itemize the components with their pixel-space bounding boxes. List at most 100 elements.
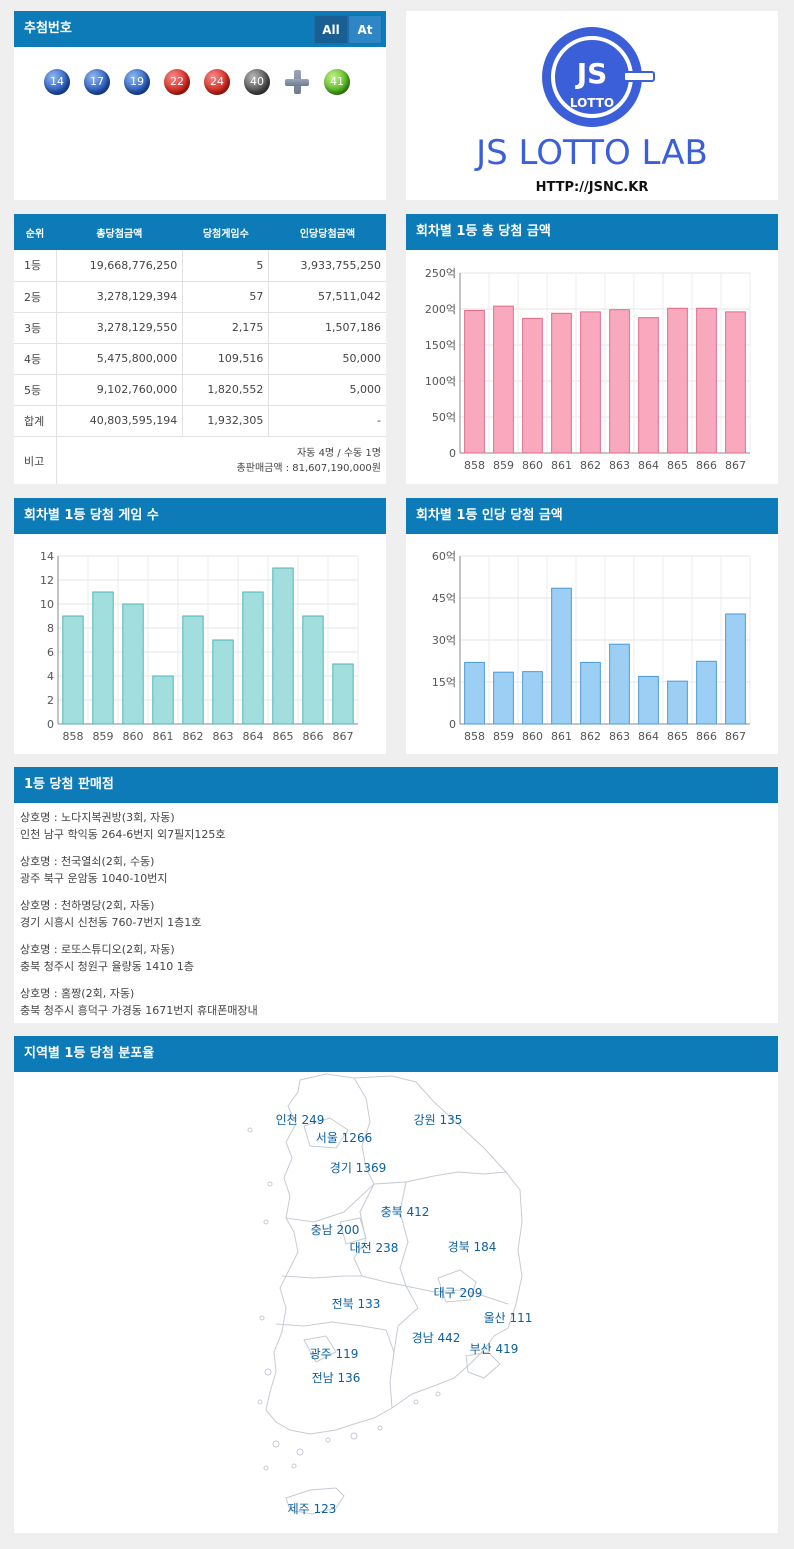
all-button[interactable]: All <box>314 15 348 44</box>
bar-859[interactable] <box>493 305 514 454</box>
store-item: 상호명 : 천국열쇠(2회, 수동) 광주 북구 운암동 1040-10번지 <box>20 853 772 887</box>
per-winner-chart-title: 회차별 1등 인당 당첨 금액 <box>406 498 778 534</box>
bar-859[interactable] <box>92 591 114 725</box>
x-tick-label: 864 <box>638 730 659 743</box>
x-tick-label: 867 <box>725 730 746 743</box>
at-button[interactable]: At <box>348 15 382 44</box>
bar-860[interactable] <box>522 671 543 725</box>
bar-859[interactable] <box>493 671 514 725</box>
boundary-gyeongnam <box>405 1285 509 1305</box>
prize-note-row: 비고 자동 4명 / 수동 1명 총판매금액 : 81,607,190,000원 <box>14 436 386 484</box>
bar-866[interactable] <box>696 660 717 725</box>
region-label-daegu: 대구 209 <box>434 1286 483 1300</box>
y-tick-label: 100억 <box>425 375 456 388</box>
number-ball: 17 <box>84 69 110 95</box>
region-label-gwangju: 광주 119 <box>310 1347 359 1361</box>
y-tick-label: 10 <box>40 598 54 611</box>
y-tick-label: 60억 <box>432 550 456 563</box>
prize-row: 1등 19,668,776,250 5 3,933,755,250 <box>14 250 386 282</box>
bonus-ball: 41 <box>324 69 350 95</box>
prize-cell-games: 1,932,305 <box>182 405 270 437</box>
bar-865[interactable] <box>667 680 688 725</box>
header-per: 인당당첨금액 <box>268 214 386 250</box>
store-address: 충북 청주시 흥덕구 가경동 1671번지 휴대폰매장내 <box>20 1004 258 1017</box>
bar-864[interactable] <box>638 675 659 725</box>
store-name: 상호명 : 로또스튜디오(2회, 자동) <box>20 943 175 956</box>
boundary-daejeon <box>339 1217 367 1245</box>
bar-860[interactable] <box>522 317 543 454</box>
prize-cell-games: 1,820,552 <box>182 374 270 406</box>
bar-858[interactable] <box>464 309 485 454</box>
region-labels: 인천 249 서울 1266 강원 135 경기 1369 충북 412 충남 200 대전… <box>276 1112 533 1516</box>
x-tick-label: 859 <box>493 730 514 743</box>
bar-866[interactable] <box>302 615 324 725</box>
note-line2: 총판매금액 : 81,607,190,000원 <box>236 463 381 475</box>
prize-cell-games: 57 <box>182 281 270 313</box>
winning-games-chart-title: 회차별 1등 당첨 게임 수 <box>14 498 386 534</box>
x-tick-label: 866 <box>696 459 717 472</box>
prize-cell-per: 1,507,186 <box>268 312 386 344</box>
bar-863[interactable] <box>609 309 630 454</box>
bar-861[interactable] <box>551 312 572 454</box>
prize-cell-per: 50,000 <box>268 343 386 375</box>
region-label-daejeon: 대전 238 <box>350 1241 399 1255</box>
prize-cell-rank: 2등 <box>14 281 57 313</box>
logo-url: HTTP://JSNC.KR <box>536 180 649 195</box>
store-item: 상호명 : 천하명당(2회, 자동) 경기 시흥시 신천동 760-7번지 1층1… <box>20 897 772 931</box>
bar-862[interactable] <box>182 615 204 725</box>
bar-861[interactable] <box>152 675 174 725</box>
y-tick-label: 250억 <box>425 267 456 280</box>
bar-858[interactable] <box>464 661 485 725</box>
x-tick-label: 864 <box>243 730 264 743</box>
bar-863[interactable] <box>609 643 630 725</box>
prize-row: 합계 40,803,595,194 1,932,305- <box>14 405 386 437</box>
logo-badge-bottom: LOTTO <box>570 96 614 110</box>
store-address: 충북 청주시 청원구 율량동 1410 1층 <box>20 960 194 973</box>
bar-858[interactable] <box>62 615 84 725</box>
x-tick-label: 858 <box>464 459 485 472</box>
bar-864[interactable] <box>242 591 264 725</box>
prize-table-panel: 순위 총당첨금액 당첨게임수 인당당첨금액 1등 19,668,776,250 5 3… <box>14 214 386 484</box>
x-tick-label: 867 <box>725 459 746 472</box>
bar-867[interactable] <box>725 311 746 454</box>
x-tick-label: 858 <box>63 730 84 743</box>
x-tick-label: 864 <box>638 459 659 472</box>
draw-numbers-header: 추첨번호 All At <box>14 11 386 47</box>
bar-860[interactable] <box>122 603 144 725</box>
bar-862[interactable] <box>580 311 601 454</box>
bar-867[interactable] <box>332 663 354 725</box>
bar-861[interactable] <box>551 587 572 725</box>
draw-numbers-panel: 추첨번호 All At 14 17 19 22 24 40 41 <box>14 11 386 200</box>
y-tick-label: 150억 <box>425 339 456 352</box>
bar-865[interactable] <box>272 567 294 725</box>
region-distribution-panel: 지역별 1등 당첨 분포율 <box>14 1036 778 1533</box>
note-line1: 자동 4명 / 수동 1명 <box>296 448 381 460</box>
prize-cell-per: 3,933,755,250 <box>268 250 386 282</box>
bar-863[interactable] <box>212 639 234 725</box>
boundary-chungnam-chungbuk <box>353 1183 375 1277</box>
y-tick-label: 45억 <box>432 592 456 605</box>
prize-cell-total: 3,278,129,394 <box>56 281 184 313</box>
y-tick-label: 30억 <box>432 634 456 647</box>
bar-866[interactable] <box>696 307 717 454</box>
store-address: 인천 남구 학익동 264-6번지 외7필지125호 <box>20 828 226 841</box>
x-tick-label: 865 <box>667 730 688 743</box>
x-tick-label: 866 <box>696 730 717 743</box>
prize-cell-rank: 3등 <box>14 312 57 344</box>
boundary-gwangju <box>303 1335 337 1363</box>
per-winner-chart-panel: 회차별 1등 인당 당첨 금액 0 15억 30억 45억 60억 858 859 860 86… <box>406 498 778 754</box>
bar-864[interactable] <box>638 317 659 454</box>
x-tick-label: 863 <box>609 730 630 743</box>
region-label-jeonnam: 전남 136 <box>312 1371 361 1385</box>
y-tick-label: 0 <box>449 718 456 731</box>
prize-cell-total: 3,278,129,550 <box>56 312 184 344</box>
bar-867[interactable] <box>725 613 746 725</box>
prize-cell-total: 9,102,760,000 <box>56 374 184 406</box>
x-tick-label: 866 <box>303 730 324 743</box>
x-tick-label: 862 <box>183 730 204 743</box>
x-tick-label: 860 <box>522 730 543 743</box>
y-tick-label: 0 <box>449 447 456 460</box>
bar-865[interactable] <box>667 307 688 454</box>
number-ball: 22 <box>164 69 190 95</box>
bar-862[interactable] <box>580 661 601 725</box>
